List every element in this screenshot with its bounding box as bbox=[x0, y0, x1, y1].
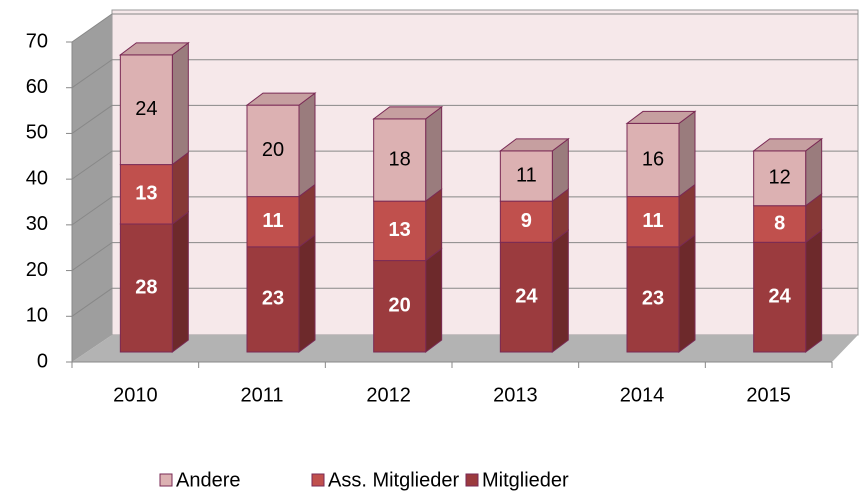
bar-side bbox=[425, 247, 443, 353]
grid-line bbox=[71, 196, 858, 226]
bar bbox=[753, 241, 807, 353]
x-tick-label: 2012 bbox=[366, 384, 411, 406]
data-label: 11 bbox=[516, 164, 537, 186]
bar bbox=[119, 164, 173, 225]
bar-side bbox=[171, 41, 189, 166]
floor bbox=[72, 335, 858, 362]
data-label: 24 bbox=[769, 285, 792, 307]
y-tick-label: 0 bbox=[37, 350, 48, 372]
x-tick-label: 2015 bbox=[746, 384, 791, 406]
data-label: 24 bbox=[515, 285, 538, 307]
bar bbox=[626, 196, 680, 248]
bar bbox=[119, 54, 173, 166]
data-label: 16 bbox=[642, 148, 664, 170]
grid-line bbox=[71, 59, 858, 89]
x-tick-label: 2013 bbox=[493, 384, 538, 406]
grid-line bbox=[71, 287, 858, 317]
side-wall bbox=[72, 14, 112, 362]
y-tick-label: 10 bbox=[26, 305, 48, 327]
data-label: 18 bbox=[389, 148, 411, 170]
data-label: 11 bbox=[262, 210, 283, 232]
bar-side bbox=[678, 110, 696, 198]
y-tick-label: 30 bbox=[26, 213, 48, 235]
bar bbox=[626, 122, 680, 198]
bar bbox=[753, 205, 807, 243]
back-wall bbox=[111, 9, 859, 336]
data-label: 8 bbox=[774, 212, 785, 234]
legend-swatch bbox=[311, 473, 325, 487]
x-tick-label: 2010 bbox=[113, 384, 158, 406]
grid-line bbox=[71, 242, 858, 271]
bar-side bbox=[298, 92, 316, 198]
bar-side bbox=[805, 229, 823, 353]
legend-swatch bbox=[465, 473, 479, 487]
bar bbox=[499, 150, 553, 202]
bar-top bbox=[498, 138, 570, 152]
bar bbox=[373, 118, 427, 202]
bar-side bbox=[678, 233, 696, 353]
data-label: 13 bbox=[389, 219, 411, 241]
data-label: 24 bbox=[135, 98, 157, 120]
x-tick-label: 2011 bbox=[240, 384, 283, 406]
bar bbox=[373, 200, 427, 262]
y-tick-label: 50 bbox=[26, 122, 48, 144]
bar-top bbox=[625, 110, 697, 124]
data-label: 23 bbox=[642, 288, 664, 310]
bar bbox=[246, 246, 300, 353]
bar-side bbox=[171, 211, 189, 353]
grid-line bbox=[71, 150, 858, 180]
legend-label: Ass. Mitglieder bbox=[328, 469, 459, 491]
legend-label: Andere bbox=[176, 469, 241, 491]
data-label: 20 bbox=[262, 139, 284, 161]
bar-top bbox=[245, 92, 317, 106]
bar-side bbox=[298, 233, 316, 353]
bar bbox=[499, 200, 553, 243]
bar bbox=[626, 246, 680, 353]
legend-swatch bbox=[159, 473, 173, 487]
y-tick-label: 70 bbox=[26, 30, 48, 52]
bar-top bbox=[752, 138, 824, 152]
bar bbox=[246, 104, 300, 198]
bar bbox=[373, 260, 427, 353]
bar-side bbox=[551, 229, 569, 353]
bar-top bbox=[118, 42, 190, 56]
data-label: 9 bbox=[521, 210, 532, 232]
bar bbox=[499, 241, 553, 353]
bar bbox=[246, 196, 300, 248]
y-tick-label: 40 bbox=[26, 167, 48, 189]
x-tick-label: 2014 bbox=[620, 384, 665, 406]
data-label: 23 bbox=[262, 288, 284, 310]
y-tick-label: 60 bbox=[26, 76, 48, 98]
data-label: 12 bbox=[769, 167, 791, 189]
data-label: 13 bbox=[135, 183, 157, 205]
bar bbox=[119, 223, 173, 353]
legend-label: Mitglieder bbox=[482, 469, 569, 491]
data-label: 11 bbox=[642, 210, 663, 232]
grid-line bbox=[71, 104, 858, 134]
bar-side bbox=[425, 105, 443, 203]
grid-line bbox=[71, 13, 858, 43]
data-label: 20 bbox=[389, 295, 411, 317]
data-label: 28 bbox=[135, 276, 157, 298]
y-tick-label: 20 bbox=[26, 259, 48, 281]
bar-top bbox=[372, 106, 444, 120]
